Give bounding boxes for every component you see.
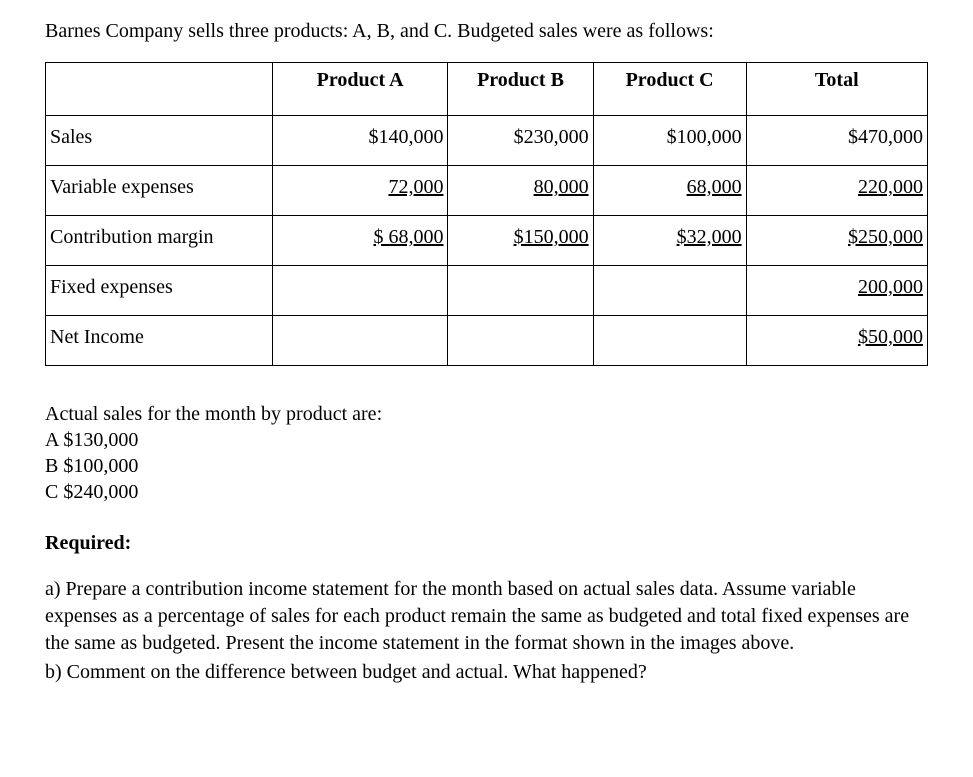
label-fixed: Fixed expenses bbox=[46, 266, 273, 316]
required-b: b) Comment on the difference between bud… bbox=[45, 659, 928, 686]
row-sales: Sales $140,000 $230,000 $100,000 $470,00… bbox=[46, 116, 928, 166]
contrib-b: $150,000 bbox=[448, 216, 593, 266]
intro-text: Barnes Company sells three products: A, … bbox=[45, 18, 928, 44]
header-total: Total bbox=[746, 63, 927, 116]
net-a bbox=[272, 316, 448, 366]
actual-b: B $100,000 bbox=[45, 453, 928, 479]
header-blank bbox=[46, 63, 273, 116]
row-contribution-margin: Contribution margin $ 68,000 $150,000 $3… bbox=[46, 216, 928, 266]
actual-c: C $240,000 bbox=[45, 479, 928, 505]
required-a: a) Prepare a contribution income stateme… bbox=[45, 576, 928, 657]
varexp-a: 72,000 bbox=[272, 166, 448, 216]
header-product-b: Product B bbox=[448, 63, 593, 116]
header-product-a: Product A bbox=[272, 63, 448, 116]
sales-c: $100,000 bbox=[593, 116, 746, 166]
header-product-c: Product C bbox=[593, 63, 746, 116]
header-row: Product A Product B Product C Total bbox=[46, 63, 928, 116]
row-fixed-expenses: Fixed expenses 200,000 bbox=[46, 266, 928, 316]
varexp-total: 220,000 bbox=[746, 166, 927, 216]
varexp-b: 80,000 bbox=[448, 166, 593, 216]
contrib-total: $250,000 bbox=[746, 216, 927, 266]
contrib-a: $ 68,000 bbox=[272, 216, 448, 266]
varexp-c: 68,000 bbox=[593, 166, 746, 216]
fixed-c bbox=[593, 266, 746, 316]
net-b bbox=[448, 316, 593, 366]
sales-a: $140,000 bbox=[272, 116, 448, 166]
actual-intro: Actual sales for the month by product ar… bbox=[45, 401, 928, 427]
sales-total: $470,000 bbox=[746, 116, 927, 166]
budget-table: Product A Product B Product C Total Sale… bbox=[45, 62, 928, 366]
actual-a: A $130,000 bbox=[45, 427, 928, 453]
contrib-c: $32,000 bbox=[593, 216, 746, 266]
fixed-b bbox=[448, 266, 593, 316]
sales-b: $230,000 bbox=[448, 116, 593, 166]
label-varexp: Variable expenses bbox=[46, 166, 273, 216]
required-heading: Required: bbox=[45, 530, 928, 556]
fixed-total: 200,000 bbox=[746, 266, 927, 316]
label-net: Net Income bbox=[46, 316, 273, 366]
net-total: $50,000 bbox=[746, 316, 927, 366]
actual-sales-block: Actual sales for the month by product ar… bbox=[45, 401, 928, 505]
fixed-a bbox=[272, 266, 448, 316]
label-sales: Sales bbox=[46, 116, 273, 166]
row-variable-expenses: Variable expenses 72,000 80,000 68,000 2… bbox=[46, 166, 928, 216]
net-c bbox=[593, 316, 746, 366]
row-net-income: Net Income $50,000 bbox=[46, 316, 928, 366]
label-contrib: Contribution margin bbox=[46, 216, 273, 266]
